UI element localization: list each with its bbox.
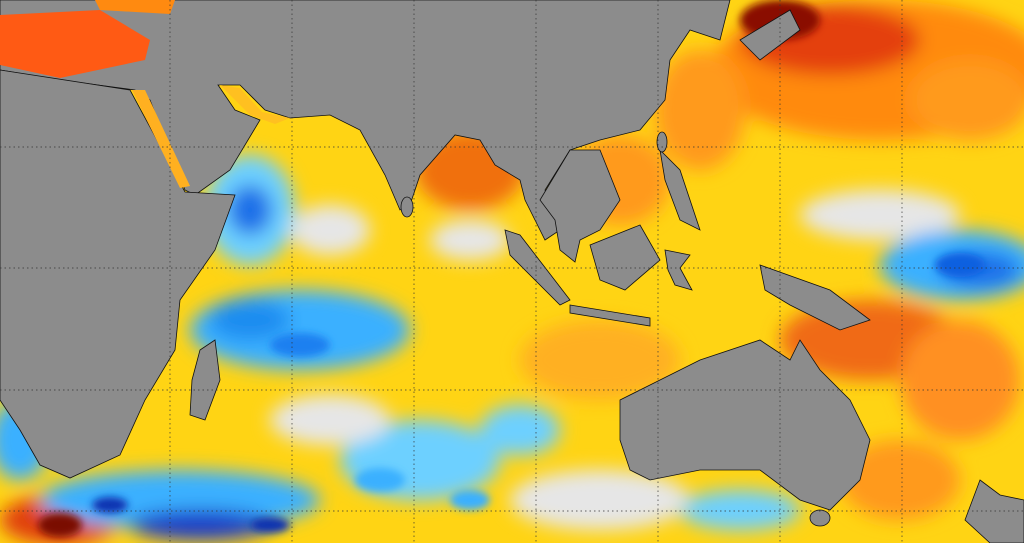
sumatra <box>504 229 571 306</box>
new-zealand <box>964 479 1024 543</box>
sri-lanka <box>400 196 414 218</box>
tasmania <box>809 509 831 527</box>
madagascar <box>189 339 221 421</box>
taiwan <box>656 131 668 153</box>
sulawesi <box>664 249 693 291</box>
mediterranean <box>0 10 150 78</box>
indochina <box>539 149 621 263</box>
black-sea <box>95 0 175 14</box>
java <box>569 304 651 327</box>
japan <box>739 9 801 61</box>
philippines <box>659 148 701 231</box>
red-sea <box>132 90 190 188</box>
borneo <box>589 224 661 291</box>
australia <box>619 339 871 511</box>
persian-gulf <box>220 85 290 124</box>
africa <box>0 69 236 479</box>
new-guinea <box>759 264 871 331</box>
anomaly-details <box>38 0 985 537</box>
